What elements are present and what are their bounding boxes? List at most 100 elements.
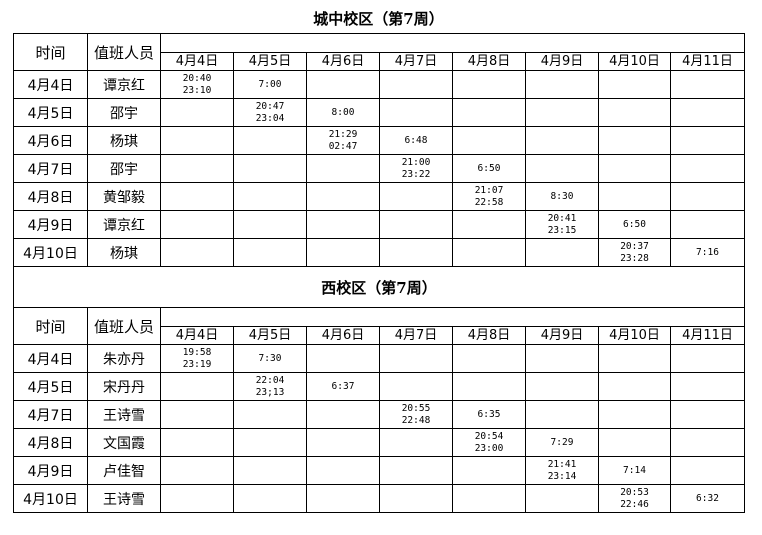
time-cell[interactable] xyxy=(525,126,599,155)
time-cell[interactable] xyxy=(670,210,745,239)
time-cell[interactable] xyxy=(598,372,671,401)
time-cell[interactable] xyxy=(233,456,307,485)
time-cell[interactable] xyxy=(160,456,234,485)
time-cell[interactable] xyxy=(306,428,380,457)
time-cell[interactable] xyxy=(452,456,526,485)
time-cell[interactable] xyxy=(670,182,745,211)
time-cell[interactable] xyxy=(306,210,380,239)
row-staff-name[interactable]: 王诗雪 xyxy=(87,400,161,429)
row-staff-name[interactable]: 邵宇 xyxy=(87,154,161,183)
time-cell[interactable] xyxy=(233,238,307,267)
time-cell[interactable]: 7:00 xyxy=(233,70,307,99)
time-cell[interactable] xyxy=(598,428,671,457)
row-date[interactable]: 4月7日 xyxy=(13,154,88,183)
time-cell[interactable] xyxy=(598,344,671,373)
time-cell[interactable] xyxy=(525,372,599,401)
time-cell[interactable] xyxy=(379,238,453,267)
time-cell[interactable] xyxy=(598,400,671,429)
row-staff-name[interactable]: 谭京红 xyxy=(87,210,161,239)
time-cell[interactable]: 7:29 xyxy=(525,428,599,457)
time-cell[interactable] xyxy=(452,372,526,401)
time-cell[interactable] xyxy=(160,182,234,211)
time-cell[interactable] xyxy=(160,238,234,267)
time-cell[interactable]: 20:40 23:10 xyxy=(160,70,234,99)
time-cell[interactable] xyxy=(670,98,745,127)
row-date[interactable]: 4月4日 xyxy=(13,70,88,99)
time-cell[interactable] xyxy=(379,428,453,457)
time-cell[interactable] xyxy=(670,428,745,457)
time-cell[interactable] xyxy=(233,428,307,457)
time-cell[interactable] xyxy=(379,456,453,485)
row-staff-name[interactable]: 卢佳智 xyxy=(87,456,161,485)
time-cell[interactable] xyxy=(160,400,234,429)
time-cell[interactable] xyxy=(160,126,234,155)
row-staff-name[interactable]: 宋丹丹 xyxy=(87,372,161,401)
row-date[interactable]: 4月4日 xyxy=(13,344,88,373)
time-cell[interactable] xyxy=(670,344,745,373)
time-cell[interactable]: 7:30 xyxy=(233,344,307,373)
time-cell[interactable]: 8:30 xyxy=(525,182,599,211)
row-date[interactable]: 4月10日 xyxy=(13,484,88,513)
time-cell[interactable]: 21:29 02:47 xyxy=(306,126,380,155)
time-cell[interactable] xyxy=(306,70,380,99)
time-cell[interactable] xyxy=(379,344,453,373)
time-cell[interactable]: 6:48 xyxy=(379,126,453,155)
time-cell[interactable] xyxy=(160,210,234,239)
time-cell[interactable] xyxy=(598,154,671,183)
time-cell[interactable] xyxy=(452,126,526,155)
row-staff-name[interactable]: 谭京红 xyxy=(87,70,161,99)
time-cell[interactable] xyxy=(379,484,453,513)
time-cell[interactable] xyxy=(670,126,745,155)
time-cell[interactable]: 6:37 xyxy=(306,372,380,401)
time-cell[interactable] xyxy=(379,210,453,239)
row-staff-name[interactable]: 文国霞 xyxy=(87,428,161,457)
row-date[interactable]: 4月7日 xyxy=(13,400,88,429)
time-cell[interactable] xyxy=(525,400,599,429)
time-cell[interactable] xyxy=(670,400,745,429)
row-staff-name[interactable]: 杨琪 xyxy=(87,238,161,267)
time-cell[interactable] xyxy=(306,154,380,183)
row-date[interactable]: 4月9日 xyxy=(13,456,88,485)
time-cell[interactable]: 20:41 23:15 xyxy=(525,210,599,239)
time-cell[interactable] xyxy=(525,98,599,127)
time-cell[interactable] xyxy=(525,484,599,513)
time-cell[interactable]: 20:37 23:28 xyxy=(598,238,671,267)
row-date[interactable]: 4月6日 xyxy=(13,126,88,155)
row-staff-name[interactable]: 王诗雪 xyxy=(87,484,161,513)
time-cell[interactable] xyxy=(306,456,380,485)
row-date[interactable]: 4月10日 xyxy=(13,238,88,267)
row-staff-name[interactable]: 朱亦丹 xyxy=(87,344,161,373)
time-cell[interactable] xyxy=(452,70,526,99)
time-cell[interactable] xyxy=(160,98,234,127)
row-date[interactable]: 4月5日 xyxy=(13,98,88,127)
time-cell[interactable]: 7:16 xyxy=(670,238,745,267)
time-cell[interactable] xyxy=(452,344,526,373)
time-cell[interactable] xyxy=(670,154,745,183)
time-cell[interactable]: 20:54 23:00 xyxy=(452,428,526,457)
time-cell[interactable] xyxy=(160,484,234,513)
time-cell[interactable] xyxy=(233,182,307,211)
time-cell[interactable] xyxy=(379,372,453,401)
time-cell[interactable] xyxy=(160,428,234,457)
time-cell[interactable]: 22:04 23;13 xyxy=(233,372,307,401)
time-cell[interactable] xyxy=(598,70,671,99)
time-cell[interactable] xyxy=(379,70,453,99)
time-cell[interactable]: 6:50 xyxy=(452,154,526,183)
time-cell[interactable]: 7:14 xyxy=(598,456,671,485)
time-cell[interactable]: 19:58 23:19 xyxy=(160,344,234,373)
time-cell[interactable] xyxy=(452,238,526,267)
time-cell[interactable]: 20:55 22:48 xyxy=(379,400,453,429)
time-cell[interactable]: 8:00 xyxy=(306,98,380,127)
time-cell[interactable] xyxy=(233,400,307,429)
row-staff-name[interactable]: 邵宇 xyxy=(87,98,161,127)
row-date[interactable]: 4月5日 xyxy=(13,372,88,401)
time-cell[interactable]: 20:53 22:46 xyxy=(598,484,671,513)
time-cell[interactable] xyxy=(379,182,453,211)
time-cell[interactable] xyxy=(670,456,745,485)
time-cell[interactable] xyxy=(233,484,307,513)
time-cell[interactable] xyxy=(598,182,671,211)
time-cell[interactable]: 21:41 23:14 xyxy=(525,456,599,485)
time-cell[interactable] xyxy=(452,98,526,127)
time-cell[interactable] xyxy=(452,210,526,239)
time-cell[interactable]: 21:00 23:22 xyxy=(379,154,453,183)
